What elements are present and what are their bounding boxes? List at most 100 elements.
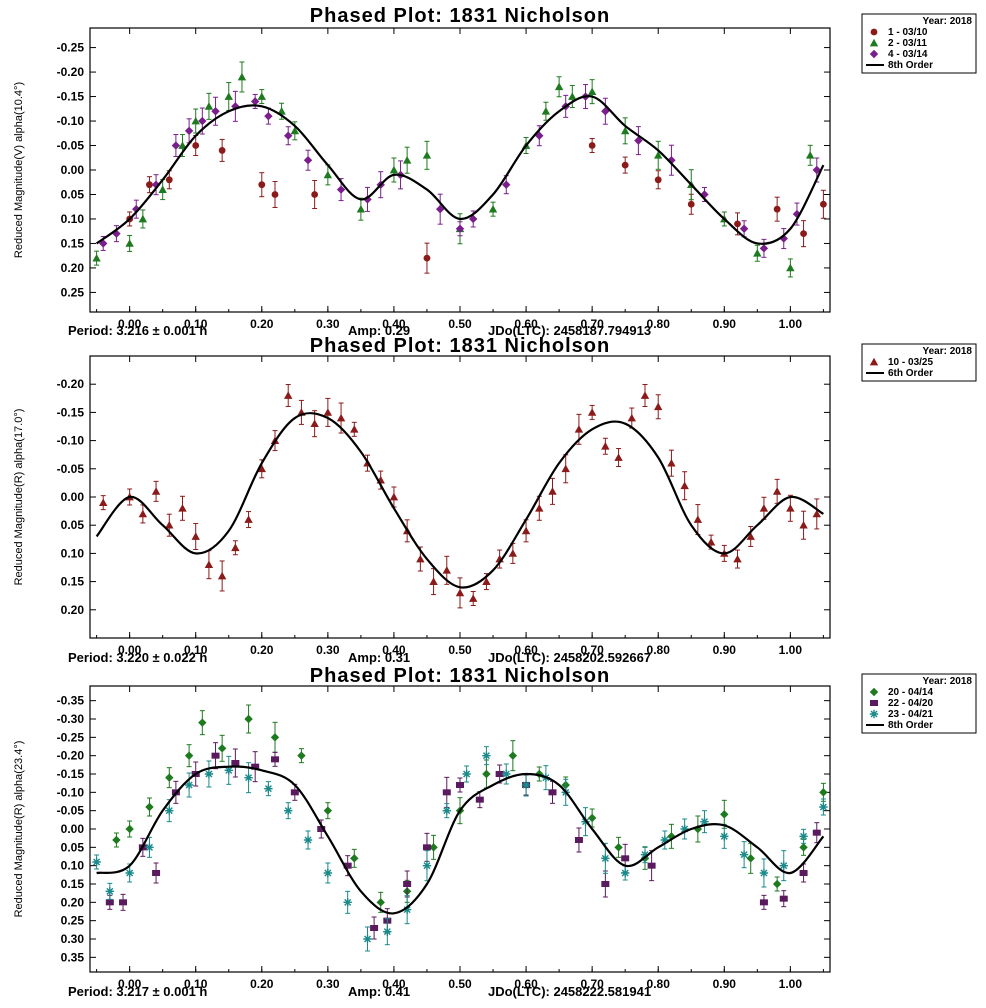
data-point — [574, 425, 584, 433]
plot-title: Phased Plot: 1831 Nicholson — [310, 5, 610, 27]
data-point — [290, 789, 299, 796]
data-point — [587, 813, 597, 823]
y-tick-label: -0.15 — [57, 90, 85, 104]
data-point — [634, 136, 643, 145]
data-point — [323, 408, 333, 416]
x-tick-label: 0.00 — [118, 317, 142, 331]
y-tick-label: -0.10 — [57, 785, 85, 799]
data-point — [323, 806, 333, 815]
x-tick-label: 0.20 — [250, 643, 274, 657]
data-point — [165, 806, 174, 815]
series-20-04-14 — [112, 704, 828, 913]
data-point — [753, 249, 762, 257]
data-point — [706, 537, 716, 546]
phased-plot-panel-1: Phased Plot: 1831 Nicholson Reduced Magni… — [13, 5, 977, 338]
data-point — [482, 577, 491, 585]
data-point — [171, 141, 181, 150]
y-tick-label: 0.20 — [61, 261, 85, 275]
data-point — [620, 868, 630, 878]
data-point — [429, 843, 438, 852]
y-tick-label: 0.20 — [61, 603, 85, 617]
legend-label: 4 - 03/14 — [888, 49, 928, 60]
series-4-03-14 — [99, 84, 821, 258]
data-point — [521, 526, 531, 535]
data-point — [700, 817, 709, 826]
x-tick-label: 0.20 — [250, 977, 274, 991]
data-point — [184, 751, 194, 760]
data-point — [105, 887, 115, 896]
y-tick-label: 0.00 — [61, 163, 85, 177]
data-point — [145, 843, 154, 852]
data-point — [620, 126, 630, 135]
data-point — [105, 899, 114, 906]
data-point — [270, 733, 280, 742]
data-point — [819, 802, 828, 812]
y-tick-label: -0.15 — [57, 405, 85, 419]
data-point — [647, 862, 656, 869]
data-point — [145, 802, 154, 812]
data-point — [178, 504, 187, 512]
data-point — [422, 861, 432, 870]
data-point — [799, 870, 808, 876]
data-point — [568, 92, 577, 100]
y-tick-label: -0.25 — [57, 730, 85, 744]
legend-label: 2 - 03/11 — [888, 38, 927, 49]
data-point — [271, 191, 279, 198]
data-point — [99, 498, 108, 506]
data-point — [601, 442, 610, 450]
x-tick-label: 0.70 — [580, 643, 604, 657]
y-tick-label: -0.20 — [57, 65, 85, 79]
x-tick-label: 0.80 — [647, 317, 671, 331]
data-point — [383, 927, 392, 936]
data-point — [184, 780, 194, 790]
data-point — [687, 200, 695, 208]
data-point — [442, 789, 451, 796]
data-point — [739, 224, 749, 233]
data-point — [92, 253, 101, 262]
data-point — [640, 391, 650, 399]
amplitude-text: Amp: 0.31 — [348, 650, 410, 665]
data-point — [231, 543, 240, 552]
data-point — [759, 899, 768, 906]
data-point — [402, 905, 412, 914]
y-tick-label: 0.05 — [61, 840, 85, 854]
data-point — [772, 879, 782, 889]
legend-label: 10 - 03/25 — [888, 357, 933, 368]
data-point — [317, 826, 326, 832]
data-point — [700, 190, 709, 199]
x-tick-label: 0.10 — [184, 977, 208, 991]
data-point — [733, 554, 742, 563]
data-point — [640, 850, 650, 859]
data-point — [423, 254, 431, 262]
data-point — [601, 854, 610, 863]
data-point — [92, 857, 101, 867]
data-point — [548, 487, 557, 495]
data-point — [488, 204, 498, 213]
series-22-04-20 — [105, 742, 821, 940]
data-point — [264, 784, 273, 793]
plot-frame — [89, 27, 831, 313]
data-point — [191, 532, 200, 540]
plot-title: Phased Plot: 1831 Nicholson — [310, 335, 610, 357]
y-tick-label: 0.15 — [61, 575, 85, 589]
data-point — [759, 868, 769, 878]
legend-marker — [869, 49, 879, 59]
y-tick-label: 0.10 — [61, 859, 85, 873]
data-point — [422, 844, 431, 851]
data-point — [541, 107, 551, 115]
data-point — [812, 829, 821, 836]
data-point — [482, 769, 491, 779]
data-point — [680, 481, 689, 490]
x-tick-label: 1.00 — [779, 977, 803, 991]
data-point — [125, 824, 134, 834]
data-point — [264, 111, 273, 121]
x-tick-label: 0.00 — [118, 643, 142, 657]
data-point — [125, 868, 134, 878]
data-point — [250, 97, 260, 106]
x-tick-label: 0.90 — [713, 977, 737, 991]
data-point — [587, 87, 597, 96]
data-point — [125, 239, 134, 247]
